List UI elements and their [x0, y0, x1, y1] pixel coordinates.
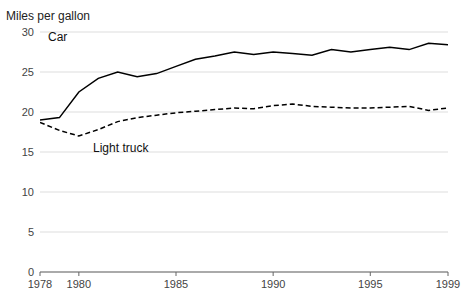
y-tick-label: 0	[28, 266, 34, 278]
y-tick-label: 25	[22, 66, 34, 78]
y-tick-label: 10	[22, 186, 34, 198]
y-tick-label: 5	[28, 226, 34, 238]
chart: 0 5 10 15 20 25 30 1978 1980 1985 1990 1995 1999 Mile…	[0, 0, 462, 300]
grid-line	[40, 112, 448, 113]
y-tick-label: 20	[22, 106, 34, 118]
x-tick	[370, 272, 371, 276]
x-tick	[78, 272, 79, 276]
grid-line	[40, 192, 448, 193]
grid-line	[40, 72, 448, 73]
x-tick-label: 1985	[164, 278, 188, 290]
grid-line	[40, 32, 448, 33]
x-tick-label: 1980	[67, 278, 91, 290]
series-label: Car	[48, 30, 67, 44]
y-axis: 0 5 10 15 20 25 30	[22, 26, 448, 278]
y-tick-label: 15	[22, 146, 34, 158]
plot-area	[40, 43, 448, 136]
x-tick-label: 1990	[261, 278, 285, 290]
grid-line	[40, 272, 448, 273]
x-axis-line	[40, 272, 448, 273]
x-tick	[448, 272, 449, 276]
y-tick-label: 30	[22, 26, 34, 38]
series-labels: Car Light truck	[48, 30, 149, 155]
x-tick	[176, 272, 177, 276]
x-axis: 1978 1980 1985 1990 1995 1999	[28, 272, 460, 290]
x-tick-label: 1995	[358, 278, 382, 290]
x-tick	[40, 272, 41, 276]
y-axis-label: Miles per gallon	[6, 9, 90, 23]
x-tick-label: 1978	[28, 278, 52, 290]
x-tick	[273, 272, 274, 276]
x-tick-label: 1999	[436, 278, 460, 290]
series-line	[40, 104, 448, 136]
series-label: Light truck	[93, 141, 149, 155]
grid-line	[40, 232, 448, 233]
